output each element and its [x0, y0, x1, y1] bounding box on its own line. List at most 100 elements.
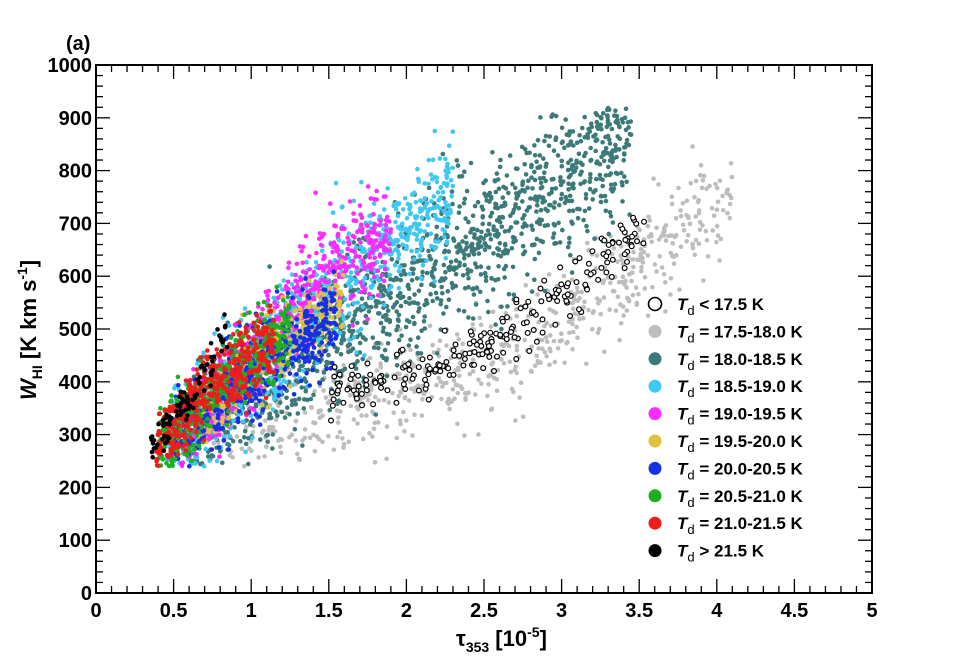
data-point: [430, 205, 436, 211]
data-point: [221, 434, 227, 440]
data-point: [605, 118, 611, 123]
data-point: [620, 274, 626, 280]
data-point: [637, 227, 642, 233]
data-point: [403, 299, 409, 305]
data-point: [291, 392, 297, 397]
data-point: [567, 208, 572, 214]
data-point: [419, 328, 424, 334]
data-point: [434, 351, 440, 356]
data-point: [465, 267, 471, 272]
data-point: [600, 183, 605, 189]
data-point: [460, 273, 466, 278]
data-point: [569, 163, 575, 169]
data-point: [509, 246, 515, 251]
data-point: [220, 460, 225, 466]
data-point: [355, 320, 360, 326]
data-point: [684, 239, 689, 244]
data-point: [619, 257, 624, 263]
data-point: [645, 313, 651, 319]
data-point: [397, 327, 403, 332]
data-point: [514, 313, 520, 319]
data-point: [593, 148, 598, 154]
data-point: [235, 419, 241, 425]
data-point: [617, 124, 622, 130]
data-point: [661, 272, 667, 277]
data-point: [365, 397, 371, 403]
data-point: [354, 265, 360, 271]
data-point: [488, 324, 494, 330]
data-point: [463, 234, 469, 240]
data-point: [621, 151, 627, 156]
data-point: [581, 304, 586, 310]
data-point: [688, 180, 694, 186]
data-point: [559, 331, 564, 337]
data-point: [408, 337, 413, 343]
data-point: [656, 237, 662, 242]
data-point: [279, 409, 285, 415]
data-point: [342, 297, 348, 302]
data-point: [448, 210, 454, 215]
data-point: [551, 221, 557, 227]
data-point: [277, 400, 283, 405]
data-point: [280, 321, 285, 327]
data-point: [207, 458, 212, 464]
data-point: [193, 461, 198, 466]
data-point: [567, 142, 573, 147]
data-point: [562, 360, 567, 366]
data-point: [381, 397, 387, 403]
data-point: [299, 248, 304, 254]
data-point: [454, 332, 460, 337]
data-point: [417, 253, 423, 259]
data-point: [179, 463, 185, 469]
data-point: [282, 316, 288, 322]
data-point: [566, 132, 572, 138]
data-point: [419, 413, 425, 418]
data-point: [307, 383, 313, 388]
data-point: [387, 248, 393, 254]
data-point: [604, 107, 610, 113]
data-point: [514, 343, 520, 349]
data-point: [362, 320, 368, 325]
data-point: [231, 418, 236, 423]
data-point: [420, 269, 425, 275]
data-point: [609, 126, 615, 132]
data-point: [408, 211, 414, 216]
data-point: [248, 439, 254, 444]
data-point: [303, 233, 309, 239]
data-point: [382, 347, 388, 353]
data-point: [486, 309, 491, 315]
data-point: [577, 206, 582, 212]
data-point: [205, 422, 211, 428]
data-point: [705, 254, 711, 259]
data-point: [306, 254, 312, 259]
data-point: [349, 293, 355, 299]
data-point: [551, 231, 557, 236]
data-point: [211, 440, 216, 446]
data-point: [551, 338, 557, 344]
data-point: [597, 172, 603, 178]
data-point: [466, 275, 471, 281]
data-point: [566, 160, 571, 165]
data-point: [303, 276, 308, 281]
data-point: [331, 269, 337, 275]
data-point: [502, 275, 508, 280]
data-point: [595, 330, 601, 336]
data-point: [303, 388, 309, 394]
data-point: [642, 274, 648, 280]
data-point: [624, 179, 629, 185]
data-point: [477, 289, 483, 295]
data-point: [242, 306, 248, 311]
data-point: [265, 405, 271, 410]
data-point: [435, 217, 441, 222]
data-point: [700, 178, 706, 183]
data-point: [670, 241, 675, 246]
data-point: [482, 270, 488, 276]
points-layer: [148, 105, 735, 469]
data-point: [282, 367, 288, 372]
data-point: [252, 392, 257, 397]
data-point: [538, 180, 544, 186]
data-point: [598, 311, 603, 317]
data-point: [432, 266, 437, 272]
data-point: [440, 189, 446, 195]
data-point: [610, 220, 616, 225]
